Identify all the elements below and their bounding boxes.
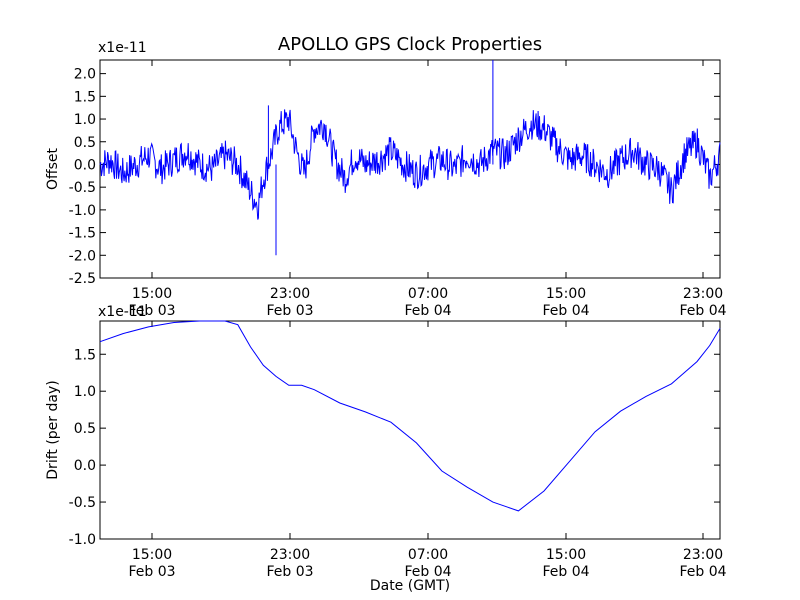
drift-x-tick-time: 23:00 <box>270 547 310 563</box>
offset-x-tick-time: 23:00 <box>683 286 723 302</box>
drift-series-line <box>99 320 721 512</box>
drift-y-axis-label: Drift (per day) <box>45 380 61 479</box>
drift-x-tick-time: 07:00 <box>408 547 448 563</box>
drift-chart: x1e-11 Drift (per day) Date (GMT) 1.5 1.0… <box>45 304 727 594</box>
drift-y-tick-label: 0.5 <box>74 421 96 437</box>
drift-y-multiplier: x1e-11 <box>98 304 147 320</box>
offset-x-tick-date: Feb 03 <box>266 303 313 319</box>
drift-x-tick-date: Feb 03 <box>266 564 313 580</box>
chart-title: APOLLO GPS Clock Properties <box>278 34 542 55</box>
offset-x-tick-time: 15:00 <box>132 286 172 302</box>
offset-y-tick-label: 1.5 <box>74 89 96 105</box>
drift-x-tick-date: Feb 03 <box>128 564 175 580</box>
offset-y-tick-label: 2.0 <box>74 67 96 83</box>
drift-x-axis-label: Date (GMT) <box>370 578 450 594</box>
drift-x-tick-time: 15:00 <box>546 547 586 563</box>
offset-y-multiplier: x1e-11 <box>98 40 147 56</box>
offset-y-tick-label: -1.5 <box>69 226 96 242</box>
offset-x-tick-date: Feb 03 <box>128 303 175 319</box>
drift-y-tick-label: -1.0 <box>69 532 96 548</box>
offset-y-tick-label: -0.5 <box>69 180 96 196</box>
offset-y-ticks: 2.0 1.5 1.0 0.5 0.0 -0.5 -1.0 -1.5 -2.0 -2.5 <box>69 67 720 287</box>
drift-y-tick-label: 1.5 <box>74 347 96 363</box>
drift-y-tick-label: 0.0 <box>74 458 96 474</box>
offset-x-tick-time: 15:00 <box>546 286 586 302</box>
offset-y-tick-label: -1.0 <box>69 203 96 219</box>
drift-plot-frame <box>99 320 721 540</box>
offset-x-tick-date: Feb 04 <box>404 303 451 319</box>
offset-x-tick-time: 23:00 <box>270 286 310 302</box>
drift-y-ticks: 1.5 1.0 0.5 0.0 -0.5 -1.0 <box>69 347 720 548</box>
offset-chart: x1e-11 Offset 2.0 1.5 1.0 0.5 0.0 -0.5 -1.0 -1.… <box>45 40 727 319</box>
offset-y-tick-label: -2.0 <box>69 248 96 264</box>
offset-plot-frame <box>99 59 721 279</box>
offset-series-line <box>99 60 721 256</box>
offset-y-axis-label: Offset <box>45 147 61 190</box>
offset-x-tick-date: Feb 04 <box>542 303 589 319</box>
drift-x-tick-date: Feb 04 <box>542 564 589 580</box>
drift-x-tick-time: 15:00 <box>132 547 172 563</box>
offset-y-tick-label: 1.0 <box>74 112 96 128</box>
offset-x-tick-time: 07:00 <box>408 286 448 302</box>
offset-y-tick-label: 0.0 <box>74 157 96 173</box>
offset-x-tick-date: Feb 04 <box>679 303 726 319</box>
drift-y-tick-label: 1.0 <box>74 384 96 400</box>
drift-x-tick-date: Feb 04 <box>679 564 726 580</box>
drift-y-tick-label: -0.5 <box>69 495 96 511</box>
offset-y-tick-label: -2.5 <box>69 271 96 287</box>
drift-x-tick-time: 23:00 <box>683 547 723 563</box>
drift-x-tick-date: Feb 04 <box>404 564 451 580</box>
offset-y-tick-label: 0.5 <box>74 135 96 151</box>
